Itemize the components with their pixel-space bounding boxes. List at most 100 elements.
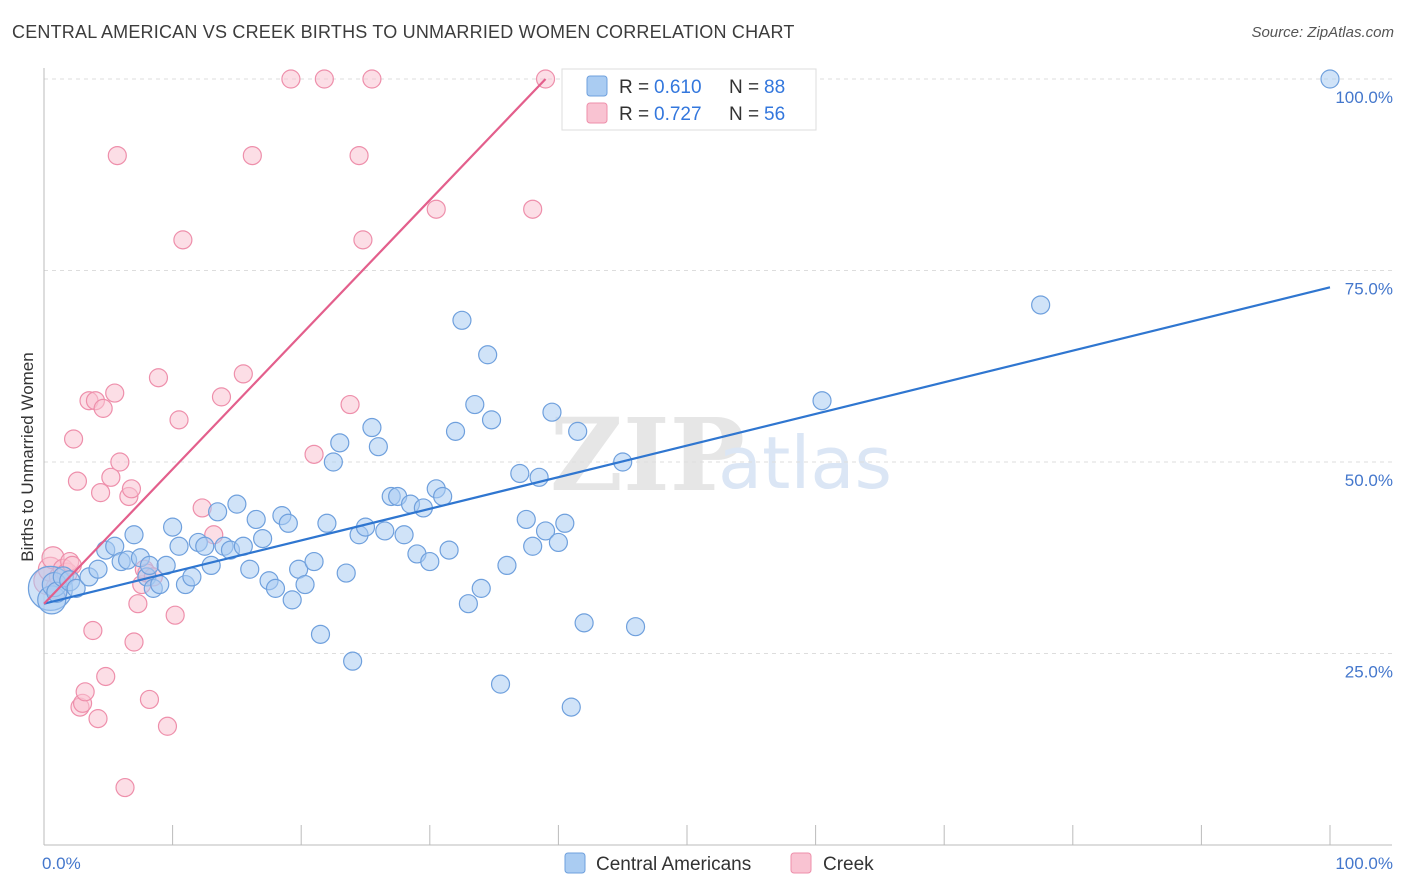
y-tick-label-0: 25.0% [1345,663,1393,682]
central-americans-point-46 [330,433,350,453]
central-americans-point-32 [240,559,260,579]
central-americans-point-36 [265,578,286,598]
central-americans-point-65 [452,310,472,330]
central-americans-point-74 [516,509,536,530]
creek-point-38 [169,410,189,430]
creek-point-19 [93,398,113,418]
y-tick-label-2: 75.0% [1345,280,1393,299]
creek-point-28 [124,632,144,652]
central-americans-point-25 [195,536,215,556]
creek-point-48 [340,394,360,415]
central-americans-point-42 [304,551,324,572]
central-americans-point-85 [625,617,646,637]
central-americans-point-64 [445,421,466,441]
creek-point-15 [83,620,103,641]
creek-point-13 [75,682,95,702]
central-americans-point-16 [139,555,160,576]
central-americans-point-56 [394,525,414,545]
central-americans-point-87 [1031,295,1051,315]
central-americans-point-39 [282,590,302,610]
creek-point-45 [281,69,301,89]
central-americans-point-80 [555,513,575,533]
central-americans-point-38 [278,513,298,533]
central-americans-point-51 [362,417,382,438]
central-americans-point-75 [523,536,543,556]
creek-point-22 [105,383,125,403]
legend-swatch-blue [586,75,608,97]
y-axis-title: Births to Unmarried Women [18,352,37,561]
central-americans-point-67 [465,394,485,415]
central-americans-point-18 [150,574,170,595]
central-americans-point-26 [201,555,221,576]
central-americans-point-30 [227,494,247,514]
creek-point-44 [242,146,262,166]
creek-point-37 [165,605,185,625]
bottom-legend-swatch-creek [790,852,812,874]
central-americans-point-71 [490,674,511,694]
y-tick-labels: 25.0% 50.0% 75.0% 100.0% [1335,88,1393,682]
watermark: ZIP atlas [550,396,892,514]
creek-point-51 [362,69,382,89]
central-americans-point-21 [169,536,189,556]
central-americans-point-6 [66,578,86,598]
central-americans-point-69 [478,345,498,365]
creek-points [33,69,556,798]
central-americans-point-79 [548,532,569,553]
central-americans-point-34 [253,528,273,549]
central-americans-point-81 [561,697,581,717]
legend-r-value-blue: 0.610 [654,77,702,98]
central-americans-point-83 [574,613,594,633]
creek-point-21 [101,467,121,487]
central-americans-point-20 [163,517,183,537]
creek-point-25 [115,777,135,798]
central-americans-point-47 [336,563,356,583]
creek-trend-line [43,78,547,605]
x-tick-label-min: 0.0% [42,854,81,873]
legend: R = 0.610 N = 88 R = 0.727 N = 56 [561,68,817,131]
creek-point-18 [90,483,111,503]
legend-n-value-pink: 56 [764,104,785,125]
central-americans-point-66 [458,594,478,614]
legend-r-label-pink: R = [619,104,649,125]
creek-point-53 [523,199,543,219]
legend-swatch-pink [586,102,608,124]
central-americans-point-60 [420,551,440,572]
central-americans-point-52 [368,437,388,457]
central-americans-point-48 [343,651,363,671]
central-americans-point-78 [542,402,562,422]
central-americans-point-33 [246,509,266,530]
creek-point-43 [233,364,253,384]
creek-point-47 [314,69,334,89]
creek-point-9 [63,429,84,449]
central-americans-point-88 [1320,69,1340,89]
central-americans-point-41 [295,574,315,595]
creek-point-52 [426,199,446,219]
bottom-legend-label-creek: Creek [823,854,874,875]
legend-r-value-pink: 0.727 [654,104,702,125]
creek-point-39 [173,230,193,250]
source-label: Source: ZipAtlas.com [1251,24,1394,41]
legend-n-label-pink: N = [729,104,759,125]
central-americans-point-68 [471,578,491,598]
central-americans-point-62 [433,486,453,507]
bottom-legend-label-central-americans: Central Americans [596,854,751,875]
central-americans-points [27,69,1340,717]
trend-lines [43,78,1331,605]
legend-n-label-blue: N = [729,77,759,98]
creek-point-10 [67,471,88,491]
central-americans-point-72 [497,555,517,576]
central-americans-point-27 [208,502,228,522]
central-americans-point-63 [439,540,459,560]
creek-point-33 [139,689,160,710]
central-americans-point-86 [812,391,832,411]
x-tick-label-max: 100.0% [1335,854,1393,873]
central-americans-trend-line [43,286,1331,605]
chart-title: CENTRAL AMERICAN VS CREEK BIRTHS TO UNMA… [12,22,795,42]
creek-point-24 [110,452,130,472]
creek-point-36 [157,716,178,736]
creek-point-50 [353,230,373,250]
creek-point-20 [96,666,116,687]
central-americans-point-43 [310,624,331,644]
creek-point-42 [211,387,232,407]
